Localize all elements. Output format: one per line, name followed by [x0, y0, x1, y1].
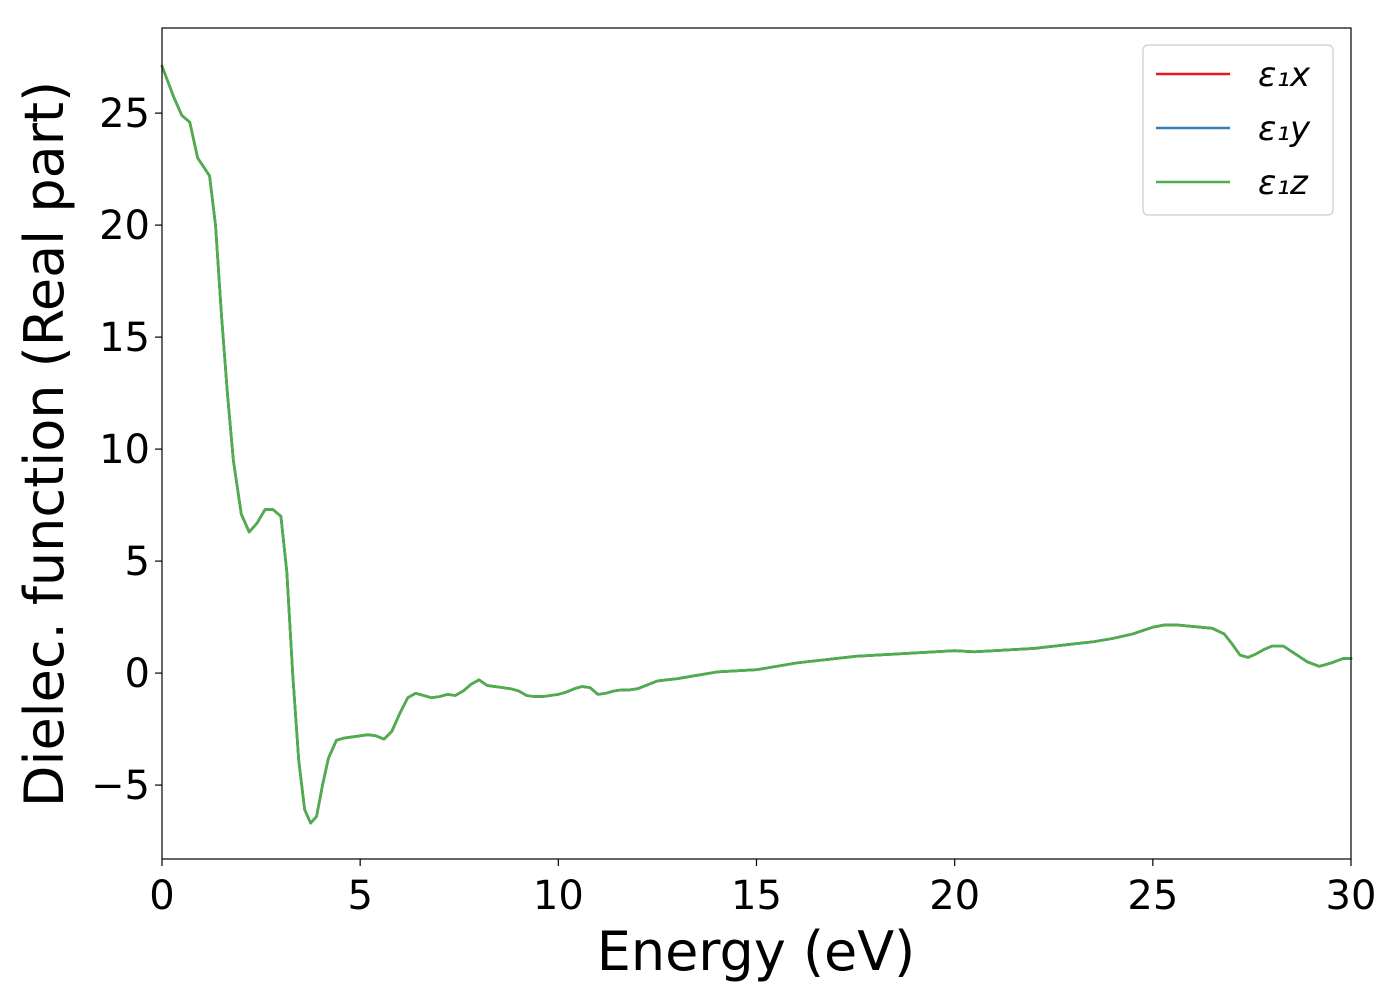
y-tick-label: 0	[125, 651, 150, 697]
y-tick-label: 25	[99, 91, 150, 137]
y-tick-label: 20	[99, 203, 150, 249]
y-tick-label: 5	[125, 539, 150, 585]
x-tick-label: 30	[1326, 873, 1377, 919]
x-tick-label: 20	[929, 873, 980, 919]
legend-label-2: ε₁z	[1258, 163, 1309, 203]
x-tick-label: 0	[149, 873, 174, 919]
y-axis-ticks: −5 0 5 10 15 20 25	[91, 91, 162, 809]
legend-box	[1142, 44, 1334, 216]
series-line-2	[160, 64, 1353, 825]
x-axis-ticks: 0 5 10 15 20 25 30	[149, 859, 1376, 919]
legend: ε₁x ε₁y ε₁z	[1142, 44, 1334, 216]
y-tick-label: 10	[99, 427, 150, 473]
y-axis-label: Dielec. function (Real part)	[13, 81, 76, 807]
y-tick-label: 15	[99, 315, 150, 361]
x-axis-label: Energy (eV)	[597, 920, 916, 983]
legend-label-1: ε₁y	[1258, 109, 1311, 149]
series-layer	[160, 64, 1353, 825]
legend-items: ε₁x ε₁y ε₁z	[1156, 55, 1311, 203]
plot-area-frame	[161, 27, 1352, 860]
legend-label-0: ε₁x	[1258, 55, 1311, 95]
x-tick-label: 15	[731, 873, 782, 919]
x-tick-label: 5	[347, 873, 372, 919]
x-tick-label: 25	[1127, 873, 1178, 919]
x-tick-label: 10	[533, 873, 584, 919]
y-tick-label: −5	[91, 763, 150, 809]
